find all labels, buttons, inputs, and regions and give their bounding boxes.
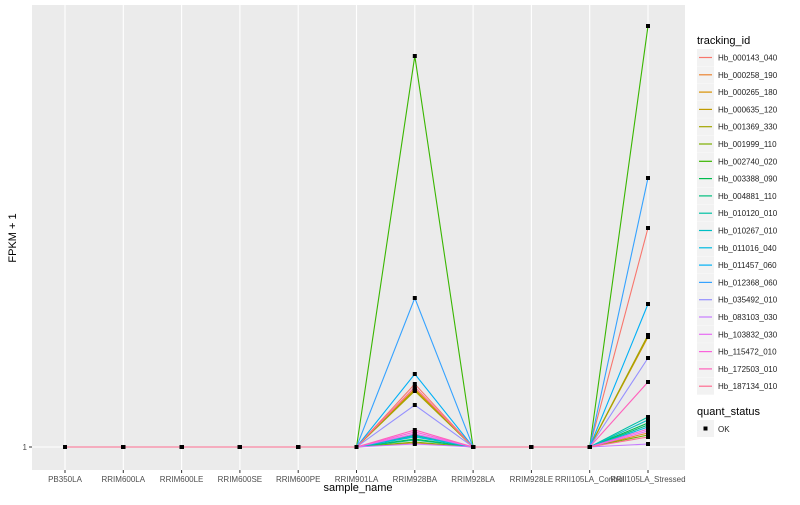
legend-label: Hb_115472_010 — [718, 348, 777, 357]
legend-label: Hb_103832_030 — [718, 330, 778, 339]
data-point — [587, 445, 592, 449]
legend-label: Hb_000143_040 — [718, 54, 778, 63]
legend-label: Hb_083103_030 — [718, 313, 778, 322]
plot-panel — [32, 5, 685, 470]
shape-legend-label: OK — [718, 425, 730, 434]
legend-label: Hb_011016_040 — [718, 244, 777, 253]
x-tick-label: RRII105LA_Stressed — [610, 475, 685, 484]
legend-label: Hb_002740_020 — [718, 157, 778, 166]
x-tick-label: RRIM928BA — [393, 475, 438, 484]
data-point — [646, 333, 650, 337]
data-point — [179, 445, 184, 449]
data-point — [412, 442, 417, 446]
data-point — [646, 226, 650, 230]
y-axis-label: FPKM + 1 — [7, 213, 19, 262]
x-tick-label: RRII105LA_Control — [555, 475, 625, 484]
x-tick-label: RRIM600SE — [218, 475, 262, 484]
legend-label: Hb_004881_110 — [718, 192, 777, 201]
legend-label: Hb_010267_010 — [718, 227, 778, 236]
x-tick-label: RRIM928LA — [451, 475, 495, 484]
legend-label: Hb_035492_010 — [718, 296, 778, 305]
data-point — [412, 296, 417, 300]
data-point — [237, 445, 242, 449]
x-axis-label: sample_name — [323, 482, 392, 494]
data-point — [412, 372, 417, 376]
legend-label: Hb_172503_010 — [718, 365, 778, 374]
square-point-icon — [703, 426, 708, 431]
data-point — [646, 415, 650, 419]
data-point — [646, 427, 650, 431]
x-tick-label: RRIM901LA — [335, 475, 379, 484]
data-point — [412, 389, 417, 393]
data-point — [63, 445, 67, 449]
data-point — [412, 403, 417, 407]
legend-label: Hb_011457_060 — [718, 261, 777, 270]
legend-label: Hb_000265_180 — [718, 88, 778, 97]
data-point — [646, 380, 650, 384]
legend-title: tracking_id — [697, 35, 750, 47]
x-tick-label: PB350LA — [48, 475, 82, 484]
data-point — [412, 54, 417, 58]
legend-label: Hb_010120_010 — [718, 209, 778, 218]
data-point — [412, 438, 417, 442]
legend-label: Hb_000635_120 — [718, 105, 778, 114]
x-tick-label: RRIM600LA — [102, 475, 146, 484]
data-point — [354, 445, 359, 449]
data-point — [646, 302, 650, 306]
data-point — [646, 356, 650, 360]
x-tick-label: RRIM600PE — [276, 475, 320, 484]
y-tick-label: 1 — [23, 443, 28, 452]
data-point — [646, 442, 650, 446]
legend-label: Hb_000258_190 — [718, 71, 778, 80]
data-point — [646, 24, 650, 28]
data-point — [412, 435, 417, 439]
data-point — [471, 445, 476, 449]
data-point — [296, 445, 301, 449]
x-tick-label: RRIM600LE — [160, 475, 204, 484]
legend: tracking_id Hb_000143_040 Hb_000258_190 Hb… — [697, 35, 778, 437]
legend-label: Hb_003388_090 — [718, 175, 778, 184]
data-point — [121, 445, 126, 449]
data-point — [412, 428, 417, 432]
data-point — [646, 176, 650, 180]
legend-label: Hb_187134_010 — [718, 382, 778, 391]
data-point — [412, 385, 417, 389]
data-point — [646, 418, 650, 422]
legend-label: Hb_012368_060 — [718, 278, 778, 287]
data-point — [412, 382, 417, 386]
data-point — [646, 435, 650, 439]
legend-label: Hb_001369_330 — [718, 123, 778, 132]
shape-legend-title: quant_status — [697, 406, 760, 418]
x-tick-label: RRIM928LE — [510, 475, 554, 484]
legend-label: Hb_001999_110 — [718, 140, 777, 149]
data-point — [529, 445, 534, 449]
